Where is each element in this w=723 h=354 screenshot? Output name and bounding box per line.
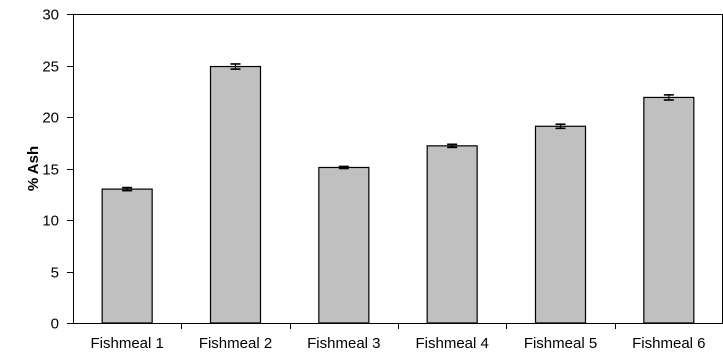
- error-bars: [122, 63, 674, 192]
- bar: [534, 125, 587, 324]
- x-axis-ticks: Fishmeal 1 Fishmeal 2 Fishmeal 3 Fishmeal 4…: [90, 323, 706, 352]
- y-tick-label: 15: [42, 162, 59, 179]
- y-tick-label: 10: [42, 213, 59, 230]
- x-tick-label: Fishmeal 6: [632, 335, 705, 352]
- x-tick-label: Fishmeal 1: [90, 335, 163, 352]
- y-tick-label: 25: [42, 59, 59, 76]
- bars: [101, 65, 695, 324]
- bar: [643, 96, 695, 324]
- bar: [209, 65, 262, 324]
- x-tick-label: Fishmeal 3: [307, 335, 380, 352]
- bar: [318, 166, 370, 324]
- bar: [101, 188, 153, 324]
- x-tick-label: Fishmeal 5: [524, 335, 597, 352]
- y-axis-title: % Ash: [25, 146, 42, 191]
- x-tick-label: Fishmeal 2: [199, 335, 272, 352]
- x-tick-label: Fishmeal 4: [415, 335, 488, 352]
- y-tick-label: 30: [42, 7, 59, 24]
- y-tick-label: 20: [42, 110, 59, 127]
- bar: [426, 145, 478, 324]
- y-tick-label: 0: [51, 316, 59, 333]
- y-tick-label: 5: [51, 265, 59, 282]
- y-axis-ticks: 0 5 10 15 20 25 30: [42, 7, 73, 333]
